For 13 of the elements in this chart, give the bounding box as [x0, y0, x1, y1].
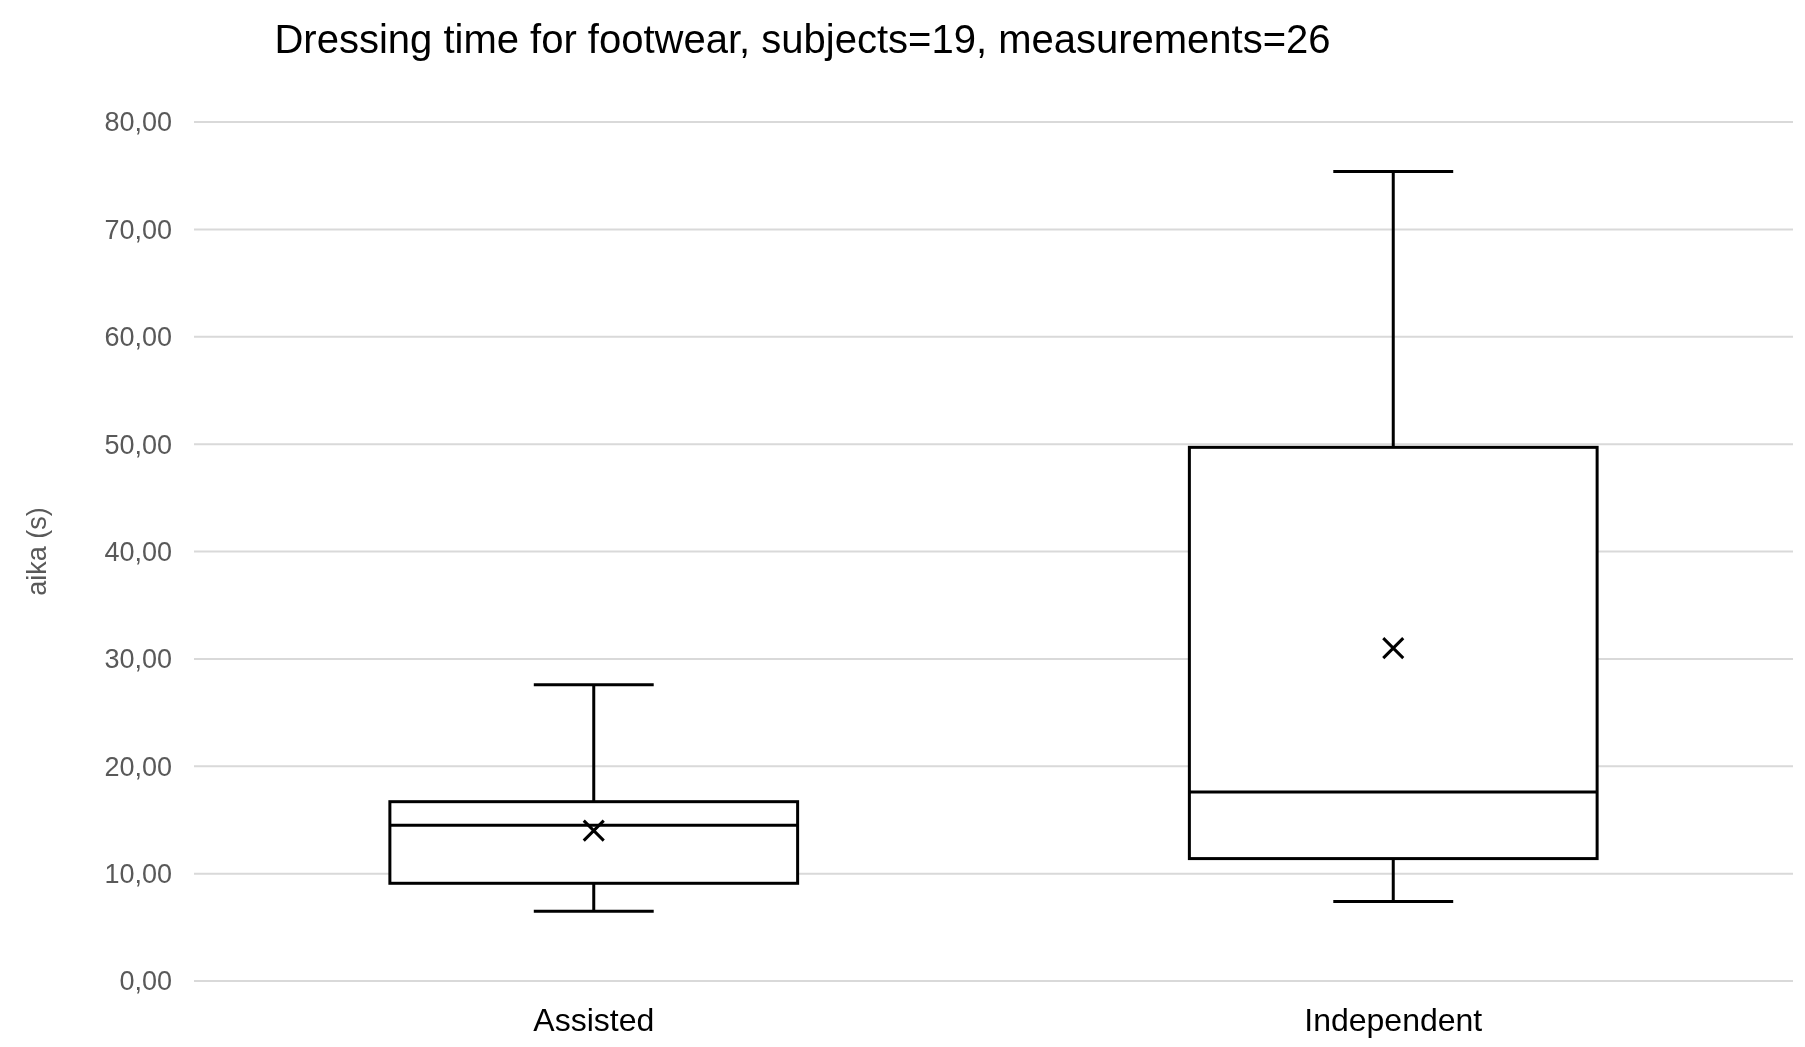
- y-tick-label: 60,00: [104, 322, 172, 353]
- y-tick-label: 70,00: [104, 214, 172, 245]
- y-tick-label: 40,00: [104, 536, 172, 567]
- y-tick-label: 30,00: [104, 644, 172, 675]
- y-tick-label: 80,00: [104, 107, 172, 138]
- y-tick-label: 20,00: [104, 751, 172, 782]
- y-tick-label: 50,00: [104, 429, 172, 460]
- x-tick-label: Independent: [1304, 1002, 1483, 1038]
- x-tick-label: Assisted: [533, 1002, 655, 1038]
- y-tick-label: 0,00: [119, 966, 172, 997]
- chart-title: Dressing time for footwear, subjects=19, measurements=26: [274, 17, 1331, 61]
- y-axis-title: aika (s): [22, 507, 52, 596]
- y-tick-label: 10,00: [104, 859, 172, 890]
